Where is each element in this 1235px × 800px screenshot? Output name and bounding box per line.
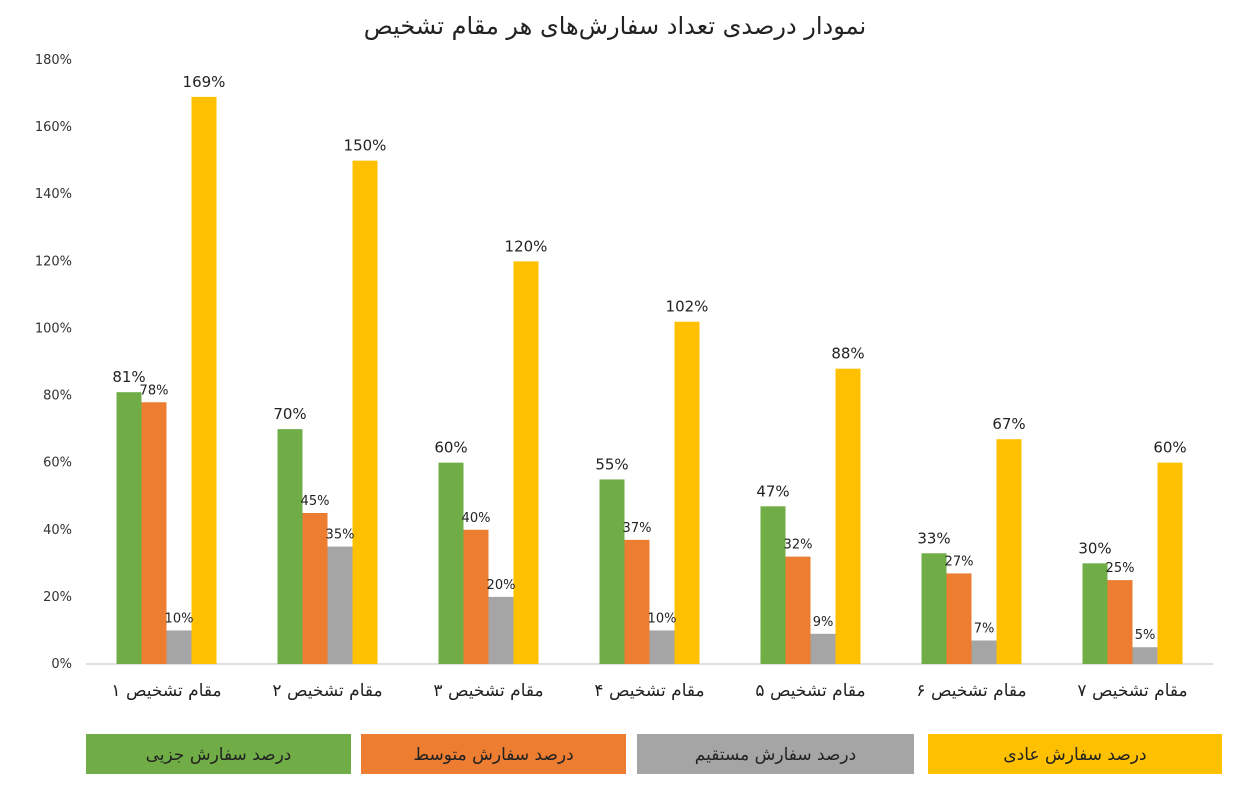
data-labels: 81%78% 10% 169% 70% 45% 35% 150% 60% 40% 20% 120% 5… [112, 73, 1186, 643]
y-axis: 0% 20% 40% 60% 80% 100% 120% 140% 160% 180% [35, 53, 72, 672]
data-label: 10% [648, 611, 677, 626]
legend-label: درصد سفارش جزیی [146, 745, 292, 765]
y-tick-label: 160% [35, 120, 72, 135]
y-tick-label: 180% [35, 53, 72, 68]
bar [191, 96, 217, 664]
x-tick-label: مقام تشخیص ۵ [755, 681, 865, 701]
data-label: 120% [505, 237, 548, 255]
bar [1107, 580, 1133, 664]
data-label: 32% [784, 538, 813, 553]
legend: درصد سفارش جزیی درصد سفارش متوسط درصد سفار… [86, 734, 1222, 774]
bar [921, 553, 947, 664]
legend-label: درصد سفارش مستقیم [695, 745, 856, 765]
data-label: 78% [140, 383, 169, 398]
bar [674, 321, 700, 664]
data-label: 10% [165, 611, 194, 626]
bar [302, 513, 328, 664]
data-label: 30% [1078, 539, 1111, 557]
legend-swatch [86, 734, 351, 774]
bar [463, 529, 489, 664]
legend-swatch [928, 734, 1222, 774]
bars [116, 96, 1183, 664]
bar [327, 546, 353, 664]
data-label: 27% [945, 554, 974, 569]
bar [760, 506, 786, 664]
y-tick-label: 140% [35, 187, 72, 202]
y-tick-label: 100% [35, 321, 72, 336]
data-label: 7% [974, 622, 995, 637]
data-label: 67% [992, 415, 1025, 433]
bar [649, 630, 675, 664]
data-label: 55% [595, 455, 628, 473]
data-label: 70% [273, 405, 306, 423]
legend-label: درصد سفارش متوسط [413, 745, 573, 765]
data-label: 81% [112, 368, 145, 386]
bar [488, 596, 514, 664]
bar [996, 439, 1022, 664]
bar [785, 556, 811, 664]
data-label: 60% [434, 439, 467, 457]
data-label: 47% [756, 482, 789, 500]
bar [141, 402, 167, 664]
y-tick-label: 0% [51, 657, 72, 672]
bar [599, 479, 625, 664]
bar [352, 160, 378, 664]
bar [810, 633, 836, 664]
data-label: 40% [462, 511, 491, 526]
data-label: 169% [183, 73, 226, 91]
y-tick-label: 60% [43, 456, 72, 471]
bar [1132, 647, 1158, 664]
x-axis: مقام تشخیص ۱ مقام تشخیص ۲ مقام تشخیص ۳ مقام… [111, 681, 1187, 701]
x-tick-label: مقام تشخیص ۷ [1077, 681, 1187, 701]
legend-swatch [361, 734, 626, 774]
bar [513, 261, 539, 664]
x-tick-label: مقام تشخیص ۶ [916, 681, 1026, 701]
data-label: 88% [831, 345, 864, 363]
data-label: 102% [666, 298, 709, 316]
bar [624, 539, 650, 664]
y-tick-label: 20% [43, 590, 72, 605]
data-label: 25% [1106, 561, 1135, 576]
x-tick-label: مقام تشخیص ۲ [272, 681, 382, 701]
x-tick-label: مقام تشخیص ۳ [433, 681, 543, 701]
bar [1157, 462, 1183, 664]
y-tick-label: 120% [35, 254, 72, 269]
data-label: 45% [301, 494, 330, 509]
data-label: 150% [344, 137, 387, 155]
bar [971, 640, 997, 664]
data-label: 20% [487, 578, 516, 593]
bar [438, 462, 464, 664]
x-tick-label: مقام تشخیص ۴ [594, 681, 704, 701]
data-label: 60% [1153, 439, 1186, 457]
bar [946, 573, 972, 664]
data-label: 9% [813, 615, 834, 630]
bar [116, 392, 142, 664]
chart-title: نمودار درصدی تعداد سفارش‌های هر مقام تشخ… [364, 12, 866, 40]
data-label: 35% [326, 528, 355, 543]
bar [166, 630, 192, 664]
bar [1082, 563, 1108, 664]
y-tick-label: 40% [43, 523, 72, 538]
bar [277, 429, 303, 664]
legend-swatch [637, 734, 914, 774]
data-label: 37% [623, 521, 652, 536]
y-tick-label: 80% [43, 389, 72, 404]
data-label: 33% [917, 529, 950, 547]
bar [835, 368, 861, 664]
x-tick-label: مقام تشخیص ۱ [111, 681, 221, 701]
data-label: 5% [1135, 628, 1156, 643]
legend-label: درصد سفارش عادی [1003, 745, 1146, 765]
